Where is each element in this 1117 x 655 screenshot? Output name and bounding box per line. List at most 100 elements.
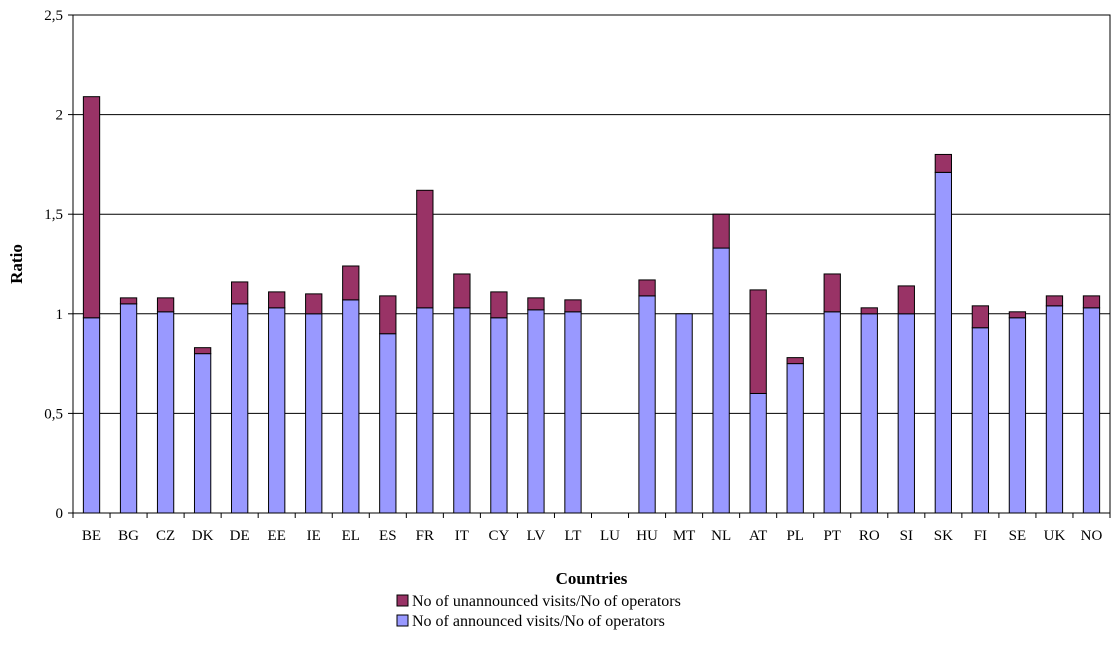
bar-segment-de-announced [231, 303, 249, 514]
y-tick-label: 0,5 [44, 406, 63, 422]
bar-segment-cz-unannounced [156, 297, 175, 313]
legend: No of unannounced visits/No of operators… [396, 593, 681, 630]
bar-segment-pl-unannounced [786, 357, 804, 365]
x-tick-label: HU [636, 528, 658, 544]
bar-segment-hu-unannounced [638, 279, 656, 297]
bar-segment-ee-announced [268, 307, 286, 514]
x-tick-label: DE [230, 528, 250, 544]
bar-segment-uk-announced [1045, 305, 1064, 514]
bar-segment-mt-announced [675, 313, 693, 514]
bar-segment-ee-unannounced [268, 291, 286, 309]
x-tick-label: CZ [156, 528, 175, 544]
bar-segment-bg-announced [119, 303, 138, 514]
y-tick-label: 2,5 [44, 8, 63, 24]
bar-segment-no-announced [1082, 307, 1101, 514]
bar-segment-at-announced [749, 392, 767, 514]
x-axis-title: Countries [556, 569, 628, 588]
bar-segment-lt-announced [564, 311, 582, 514]
legend-label: No of announced visits/No of operators [412, 613, 665, 630]
x-tick-label: EE [268, 528, 286, 544]
legend-label: No of unannounced visits/No of operators [412, 593, 681, 610]
bar-segment-si-announced [897, 313, 915, 514]
x-tick-label: SK [934, 528, 953, 544]
bar-segment-dk-unannounced [193, 347, 212, 355]
bar-segment-at-unannounced [749, 289, 767, 394]
bar-segment-se-unannounced [1008, 311, 1027, 319]
x-tick-label: SI [900, 528, 913, 544]
x-tick-label: NO [1081, 528, 1103, 544]
bar-segment-fi-announced [971, 327, 990, 514]
x-tick-label: FI [974, 528, 987, 544]
x-tick-label: NL [711, 528, 731, 544]
bar-segment-el-unannounced [342, 265, 360, 301]
bar-segment-pt-announced [823, 311, 841, 514]
x-tick-label: AT [749, 528, 767, 544]
bar-segment-se-announced [1008, 317, 1027, 514]
bar-segment-it-announced [453, 307, 471, 514]
x-tick-label: PL [786, 528, 804, 544]
bar-segment-be-unannounced [82, 96, 101, 319]
x-tick-label: PT [823, 528, 841, 544]
bar-segment-nl-unannounced [712, 213, 730, 249]
x-tick-label: FR [416, 528, 434, 544]
bar-segment-cz-announced [156, 311, 175, 514]
bar-segment-uk-unannounced [1045, 295, 1064, 307]
bar-segment-cy-announced [490, 317, 508, 514]
x-tick-label: MT [673, 528, 696, 544]
x-axis-ticks: BE BG CZ DK DE EE IE EL ES FR IT CY LV LT LU HU MT NL AT PL… [72, 513, 1111, 544]
legend-swatch [396, 614, 409, 627]
x-tick-label: CY [488, 528, 509, 544]
bar-segment-pt-unannounced [823, 273, 841, 313]
x-tick-label: DK [192, 528, 214, 544]
x-tick-label: BE [82, 528, 101, 544]
y-tick-label: 1,5 [44, 207, 63, 223]
bar-segment-ro-unannounced [860, 307, 878, 315]
bars [82, 96, 1101, 514]
y-tick-label: 2 [56, 108, 64, 124]
bar-segment-ie-unannounced [305, 293, 323, 315]
bar-segment-dk-announced [193, 353, 212, 514]
y-axis-ticks: 0 0,5 1 1,5 2 2,5 [44, 8, 73, 522]
bar-segment-no-unannounced [1082, 295, 1101, 309]
x-tick-label: LU [600, 528, 620, 544]
legend-swatch [396, 594, 409, 607]
bar-segment-hu-announced [638, 295, 656, 514]
bar-segment-cy-unannounced [490, 291, 508, 319]
x-tick-label: RO [859, 528, 880, 544]
bar-segment-bg-unannounced [119, 297, 138, 305]
bar-segment-nl-announced [712, 247, 730, 514]
bar-segment-fr-announced [416, 307, 434, 514]
x-tick-label: LT [565, 528, 582, 544]
gridlines [73, 114, 1110, 414]
x-tick-label: LV [527, 528, 546, 544]
bar-segment-es-announced [379, 333, 397, 514]
bar-segment-lv-unannounced [527, 297, 545, 311]
bar-segment-lv-announced [527, 309, 545, 514]
x-tick-label: IT [455, 528, 469, 544]
bar-segment-fi-unannounced [971, 305, 990, 329]
bar-segment-lt-unannounced [564, 299, 582, 313]
bar-segment-pl-announced [786, 363, 804, 514]
y-tick-label: 0 [56, 506, 64, 522]
bar-segment-it-unannounced [453, 273, 471, 309]
bar-segment-si-unannounced [897, 285, 915, 315]
y-axis-title: Ratio [7, 244, 26, 284]
bar-segment-es-unannounced [379, 295, 397, 335]
bar-segment-be-announced [82, 317, 101, 514]
x-tick-label: IE [307, 528, 321, 544]
bar-segment-sk-unannounced [934, 153, 952, 173]
bar-segment-sk-announced [934, 171, 952, 514]
bar-segment-ro-announced [860, 313, 878, 514]
x-tick-label: SE [1009, 528, 1027, 544]
plot-area-frame [72, 14, 1111, 514]
bar-segment-de-unannounced [231, 281, 249, 305]
x-tick-label: BG [118, 528, 139, 544]
bar-segment-el-announced [342, 299, 360, 514]
y-tick-label: 1 [56, 307, 64, 323]
x-tick-label: UK [1044, 528, 1066, 544]
bar-segment-fr-unannounced [416, 189, 434, 309]
bar-segment-ie-announced [305, 313, 323, 514]
x-tick-label: ES [379, 528, 397, 544]
x-tick-label: EL [342, 528, 360, 544]
